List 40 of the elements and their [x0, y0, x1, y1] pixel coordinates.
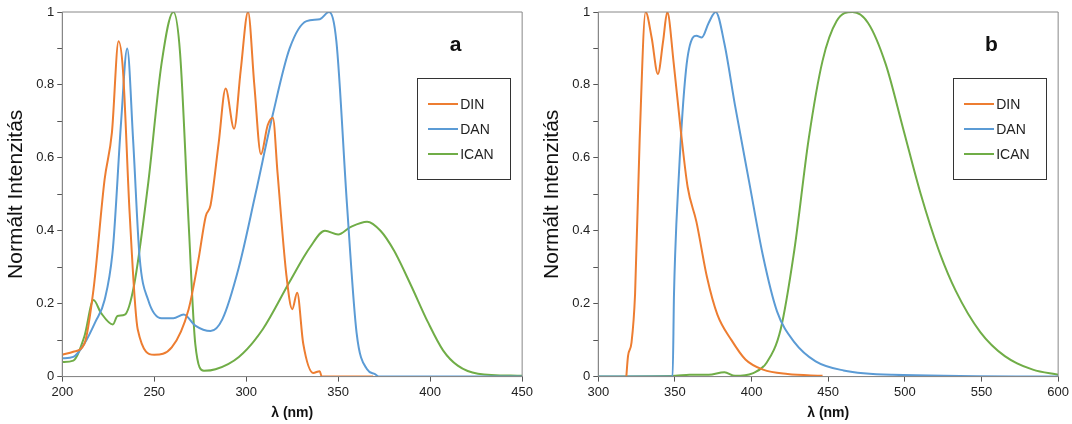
line-series [625, 12, 824, 377]
y-tick-label: 0.4 [572, 222, 591, 238]
x-tick-label: 450 [817, 383, 840, 399]
y-tick-label: 1 [47, 3, 55, 19]
x-axis-title: λ (nm) [271, 404, 314, 421]
text: a [449, 32, 462, 56]
y-tick-label: 0.2 [572, 295, 591, 311]
x-tick-label: 450 [511, 383, 534, 399]
y-tick-label: 1 [583, 3, 591, 19]
y-tick-label: 0 [47, 368, 55, 384]
text: b [985, 32, 998, 56]
legend-label: DAN [460, 120, 490, 137]
y-tick-label: 0.6 [36, 149, 55, 165]
legend-label: ICAN [996, 145, 1030, 162]
x-tick-label: 600 [1047, 383, 1070, 399]
x-tick-label: 200 [51, 383, 74, 399]
legend-label: DIN [460, 95, 485, 112]
y-tick-label: 0.4 [36, 222, 55, 238]
x-tick-label: 500 [894, 383, 916, 399]
x-tick-label: 350 [327, 383, 350, 399]
line-series [598, 12, 1059, 377]
y-tick-label: 0.2 [36, 295, 55, 311]
line-series [62, 12, 523, 377]
x-tick-label: 300 [235, 383, 258, 399]
legend-label: DIN [996, 95, 1021, 112]
x-tick-label: 250 [143, 383, 166, 399]
y-axis-title: Normált Intenzitás [3, 109, 27, 279]
legend-label: DAN [996, 120, 1026, 137]
x-tick-label: 400 [419, 383, 442, 399]
x-tick-label: 300 [587, 383, 610, 399]
legend-label: ICAN [460, 145, 494, 162]
x-tick-label: 400 [740, 383, 763, 399]
y-tick-label: 0.8 [572, 76, 591, 92]
y-axis-title: Normált Intenzitás [539, 109, 563, 279]
x-tick-label: 550 [970, 383, 993, 399]
x-tick-label: 350 [664, 383, 686, 399]
y-tick-label: 0 [583, 368, 591, 384]
y-tick-label: 0.6 [572, 149, 591, 165]
y-tick-label: 0.8 [36, 76, 55, 92]
x-axis-title: λ (nm) [807, 404, 850, 421]
